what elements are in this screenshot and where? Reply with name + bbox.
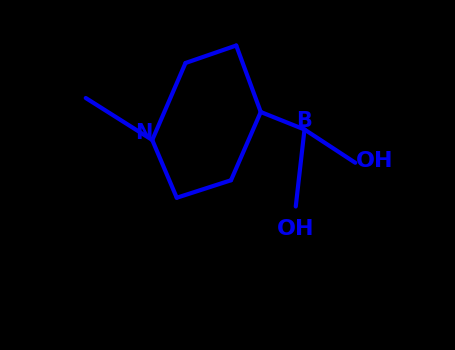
Text: OH: OH (277, 219, 314, 239)
Text: N: N (135, 123, 152, 143)
Text: B: B (297, 111, 313, 131)
Text: OH: OH (356, 151, 393, 171)
